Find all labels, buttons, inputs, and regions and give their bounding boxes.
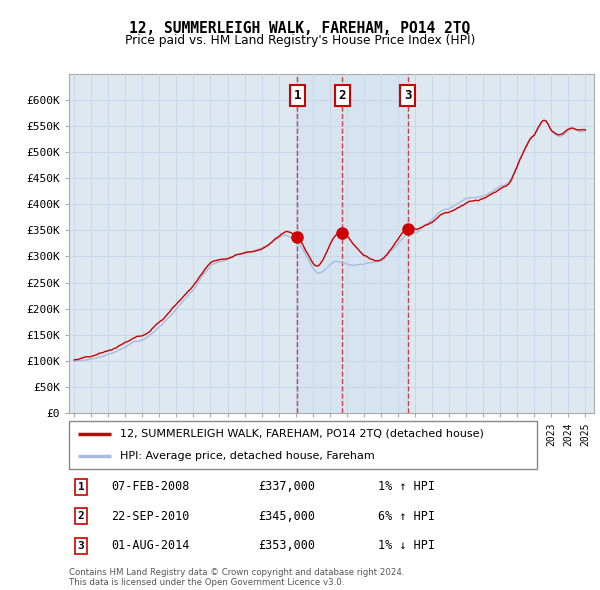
Text: 12, SUMMERLEIGH WALK, FAREHAM, PO14 2TQ: 12, SUMMERLEIGH WALK, FAREHAM, PO14 2TQ	[130, 21, 470, 35]
Text: 3: 3	[77, 541, 85, 550]
Text: 1: 1	[293, 89, 301, 102]
Text: 2: 2	[77, 512, 85, 521]
Text: 12, SUMMERLEIGH WALK, FAREHAM, PO14 2TQ (detached house): 12, SUMMERLEIGH WALK, FAREHAM, PO14 2TQ …	[121, 429, 484, 439]
Text: Contains HM Land Registry data © Crown copyright and database right 2024.
This d: Contains HM Land Registry data © Crown c…	[69, 568, 404, 587]
Text: 1: 1	[77, 482, 85, 491]
Text: 1% ↑ HPI: 1% ↑ HPI	[378, 480, 435, 493]
Text: HPI: Average price, detached house, Fareham: HPI: Average price, detached house, Fare…	[121, 451, 375, 461]
Text: £353,000: £353,000	[258, 539, 315, 552]
Bar	[298, 74, 408, 413]
Text: 22-SEP-2010: 22-SEP-2010	[111, 510, 190, 523]
Text: £337,000: £337,000	[258, 480, 315, 493]
Text: 2: 2	[338, 89, 346, 102]
Text: 6% ↑ HPI: 6% ↑ HPI	[378, 510, 435, 523]
Text: 1% ↓ HPI: 1% ↓ HPI	[378, 539, 435, 552]
Text: 3: 3	[404, 89, 412, 102]
Text: 07-FEB-2008: 07-FEB-2008	[111, 480, 190, 493]
Text: £345,000: £345,000	[258, 510, 315, 523]
Text: Price paid vs. HM Land Registry's House Price Index (HPI): Price paid vs. HM Land Registry's House …	[125, 34, 475, 47]
Text: 01-AUG-2014: 01-AUG-2014	[111, 539, 190, 552]
